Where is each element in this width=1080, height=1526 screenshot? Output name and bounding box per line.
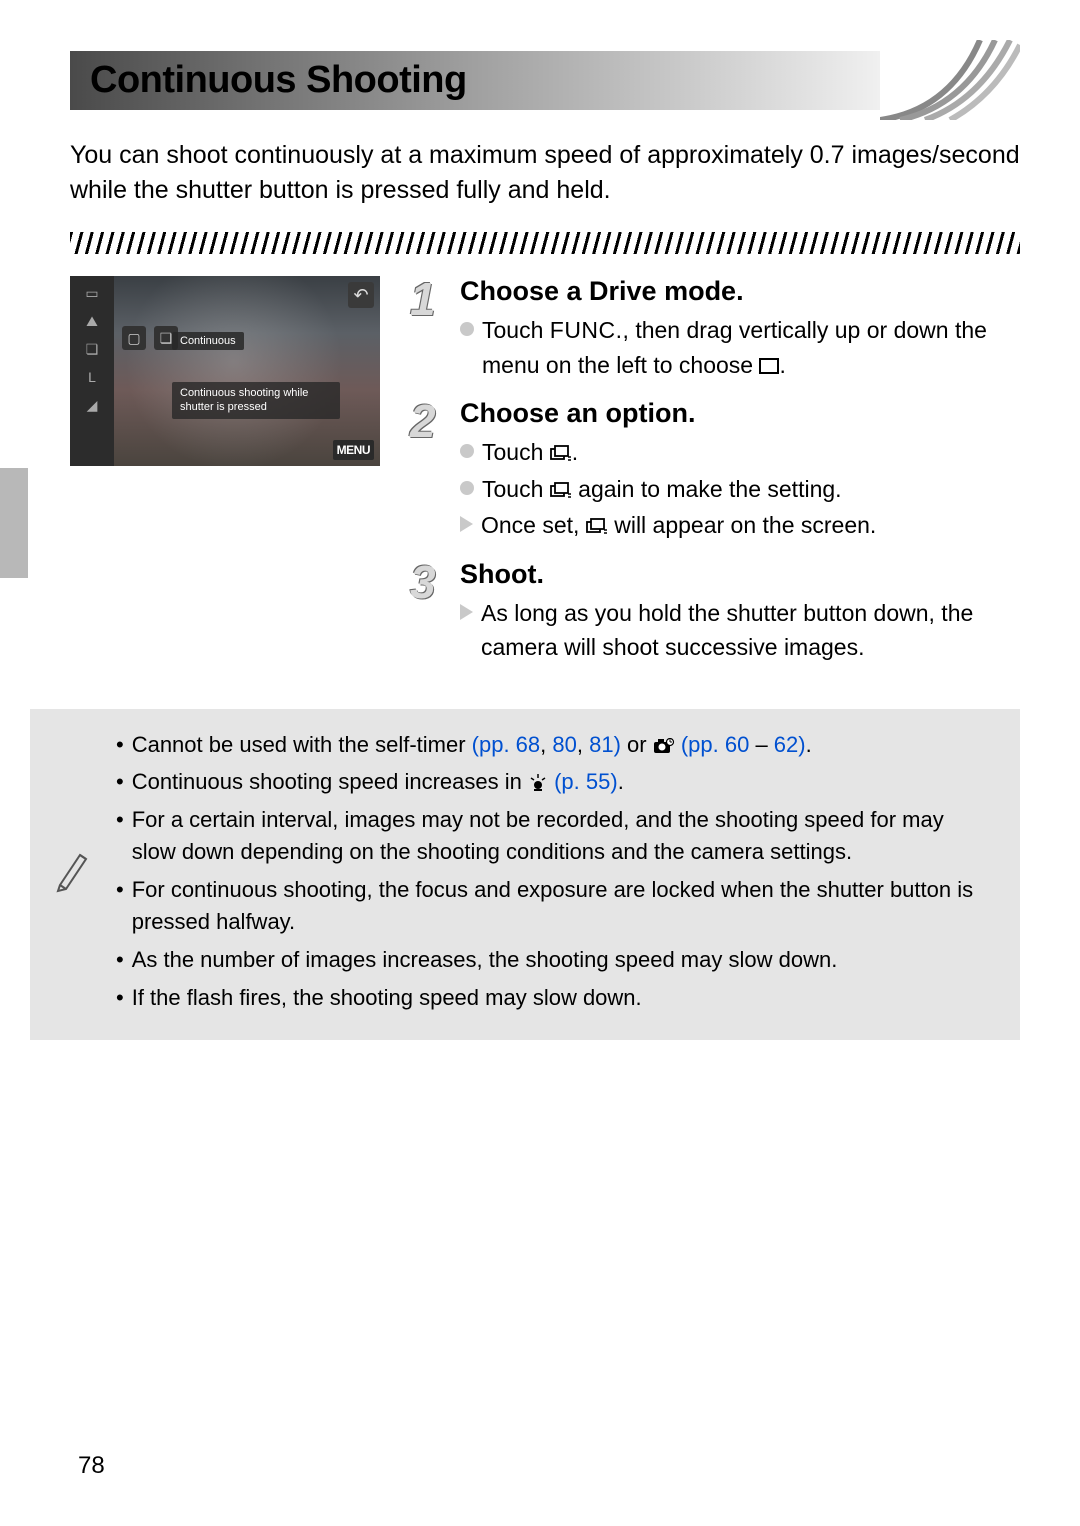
step-number: 2: [410, 398, 448, 545]
title-strip: Continuous Shooting: [70, 51, 880, 110]
step-title: Choose a Drive mode.: [460, 276, 1020, 307]
pencil-icon: [48, 845, 96, 903]
page-link[interactable]: 62): [774, 732, 806, 757]
step-line: Touch FUNC., then drag vertically up or …: [460, 313, 1020, 382]
step-line-text: Touch FUNC., then drag vertically up or …: [482, 313, 1020, 382]
func-label: FUNC.: [550, 317, 623, 343]
circle-bullet-icon: [460, 481, 474, 495]
camera-viewfinder: ↶ ▢ ❏ Continuous Continuous shooting whi…: [114, 276, 380, 466]
step-body: Shoot. As long as you hold the shutter bu…: [460, 559, 1020, 667]
hash-divider: [70, 232, 1020, 254]
step-line-text: Touch .: [482, 435, 578, 470]
camera-sidebar: ▭ ⛰ ❏ L ◢: [70, 276, 114, 466]
note-bullet: •: [116, 944, 124, 976]
burst-sidebar-icon: ❏: [78, 338, 106, 360]
note-text: If the flash fires, the shooting speed m…: [132, 982, 642, 1014]
burst-icon: [550, 439, 572, 465]
page-number: 78: [78, 1452, 105, 1480]
step: 3 Shoot. As long as you hold the shutter b…: [410, 559, 1020, 667]
menu-label: MENU: [333, 440, 374, 460]
step-line: Touch .: [460, 435, 1020, 470]
auto-icon: ▭: [78, 282, 106, 304]
step: 1 Choose a Drive mode. Touch FUNC., then d…: [410, 276, 1020, 384]
swirl-decoration: [880, 40, 1020, 120]
note-text: Cannot be used with the self-timer (pp. …: [132, 729, 812, 761]
title-bar: Continuous Shooting: [70, 40, 1020, 120]
step-line: Touch again to make the setting.: [460, 472, 1020, 507]
step: 2 Choose an option. Touch .Touch again to …: [410, 398, 1020, 545]
step-number: 3: [410, 559, 448, 667]
note-bullet: •: [116, 982, 124, 1014]
note-row: •For a certain interval, images may not …: [116, 804, 990, 868]
manual-page: Continuous Shooting You can shoot contin…: [0, 0, 1080, 1080]
iso-icon: ⛰: [78, 310, 106, 332]
step-line-text: As long as you hold the shutter button d…: [481, 596, 1020, 665]
note-text: As the number of images increases, the s…: [132, 944, 838, 976]
step-line: Once set, will appear on the screen.: [460, 508, 1020, 543]
note-row: •Cannot be used with the self-timer (pp.…: [116, 729, 990, 761]
step-body: Choose a Drive mode. Touch FUNC., then dr…: [460, 276, 1020, 384]
single-frame-icon: [759, 358, 779, 374]
step-line-text: Touch again to make the setting.: [482, 472, 842, 507]
burst-icon: [550, 476, 572, 502]
notes-box: •Cannot be used with the self-timer (pp.…: [30, 709, 1020, 1040]
notes-list: •Cannot be used with the self-timer (pp.…: [116, 729, 990, 1020]
arrow-bullet-icon: [460, 516, 473, 532]
note-bullet: •: [116, 766, 124, 798]
camera-timer-icon: [653, 732, 675, 757]
note-text: Continuous shooting speed increases in (…: [132, 766, 624, 798]
chapter-side-tab: [0, 468, 28, 578]
quality-icon: ◢: [78, 394, 106, 416]
mode-label: Continuous: [172, 332, 244, 350]
camera-screenshot: ▭ ⛰ ❏ L ◢ ↶ ▢ ❏ Continuous Continuous sh…: [70, 276, 380, 681]
burst-icon: [586, 512, 608, 538]
page-link[interactable]: 80: [552, 732, 576, 757]
back-icon: ↶: [348, 282, 374, 308]
camera-screen: ▭ ⛰ ❏ L ◢ ↶ ▢ ❏ Continuous Continuous sh…: [70, 276, 380, 466]
mode-row-icons: ▢ ❏: [122, 326, 178, 350]
step-line-text: Once set, will appear on the screen.: [481, 508, 876, 543]
note-row: •As the number of images increases, the …: [116, 944, 990, 976]
note-text: For a certain interval, images may not b…: [132, 804, 990, 868]
note-bullet: •: [116, 729, 124, 761]
note-row: •For continuous shooting, the focus and …: [116, 874, 990, 938]
photo-overlay: [114, 276, 380, 466]
circle-bullet-icon: [460, 444, 474, 458]
size-l-icon: L: [78, 366, 106, 388]
mode-description: Continuous shooting while shutter is pre…: [172, 382, 340, 419]
step-line: As long as you hold the shutter button d…: [460, 596, 1020, 665]
note-bullet: •: [116, 874, 124, 938]
note-text: For continuous shooting, the focus and e…: [132, 874, 990, 938]
page-link[interactable]: (pp. 60: [681, 732, 750, 757]
intro-text: You can shoot continuously at a maximum …: [70, 138, 1020, 208]
note-row: •Continuous shooting speed increases in …: [116, 766, 990, 798]
steps-area: ▭ ⛰ ❏ L ◢ ↶ ▢ ❏ Continuous Continuous sh…: [70, 276, 1020, 681]
circle-bullet-icon: [460, 322, 474, 336]
page-link[interactable]: (p. 55): [554, 769, 618, 794]
page-link[interactable]: 81): [589, 732, 621, 757]
step-title: Choose an option.: [460, 398, 1020, 429]
step-body: Choose an option. Touch .Touch again to m…: [460, 398, 1020, 545]
single-shot-icon: ▢: [122, 326, 146, 350]
step-title: Shoot.: [460, 559, 1020, 590]
steps-list: 1 Choose a Drive mode. Touch FUNC., then d…: [410, 276, 1020, 681]
page-link[interactable]: (pp. 68: [472, 732, 541, 757]
lowlight-icon: [528, 769, 548, 794]
arrow-bullet-icon: [460, 604, 473, 620]
note-bullet: •: [116, 804, 124, 868]
note-row: •If the flash fires, the shooting speed …: [116, 982, 990, 1014]
page-title: Continuous Shooting: [90, 59, 467, 101]
step-number: 1: [410, 276, 448, 384]
